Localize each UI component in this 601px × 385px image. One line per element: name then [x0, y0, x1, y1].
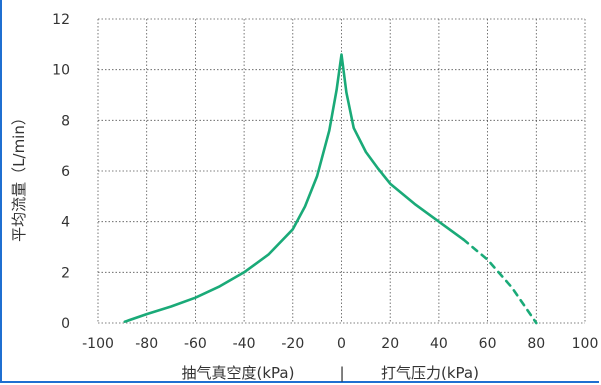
- y-tick-label: 4: [61, 215, 70, 231]
- series-line-dashed: [461, 238, 538, 325]
- y-tick-label: 6: [61, 164, 70, 180]
- x-axis-label-separator: |: [339, 364, 344, 382]
- y-tick-label: 0: [61, 316, 70, 332]
- x-axis-label-left: 抽气真空度(kPa): [182, 364, 295, 382]
- x-tick-label: 100: [572, 336, 599, 352]
- y-tick-label: 8: [61, 113, 70, 129]
- x-tick-label: -20: [281, 336, 304, 352]
- y-axis-label: 平均流量（L/min）: [10, 110, 28, 242]
- x-tick-label: 80: [527, 336, 545, 352]
- x-tick-label: 40: [430, 336, 448, 352]
- x-tick-label: 20: [381, 336, 399, 352]
- x-tick-label: 0: [337, 336, 346, 352]
- series-line-solid: [123, 53, 465, 324]
- y-tick-label: 10: [52, 63, 70, 79]
- x-tick-label: 60: [479, 336, 497, 352]
- chart-grid: [97, 18, 586, 324]
- x-tick-label: -60: [184, 336, 207, 352]
- x-axis-label-right: 打气压力(kPa): [381, 364, 479, 382]
- x-tick-label: -100: [82, 336, 114, 352]
- x-tick-label: -40: [233, 336, 256, 352]
- y-tick-label: 12: [52, 12, 70, 28]
- series-lines: [123, 53, 538, 325]
- x-tick-label: -80: [135, 336, 158, 352]
- y-tick-label: 2: [61, 265, 70, 281]
- x-axis-ticks: -100 -80 -60 -40 -20 0 20 40 60 80 100: [82, 336, 598, 352]
- y-axis-ticks: 0 2 4 6 8 10 12: [52, 12, 70, 332]
